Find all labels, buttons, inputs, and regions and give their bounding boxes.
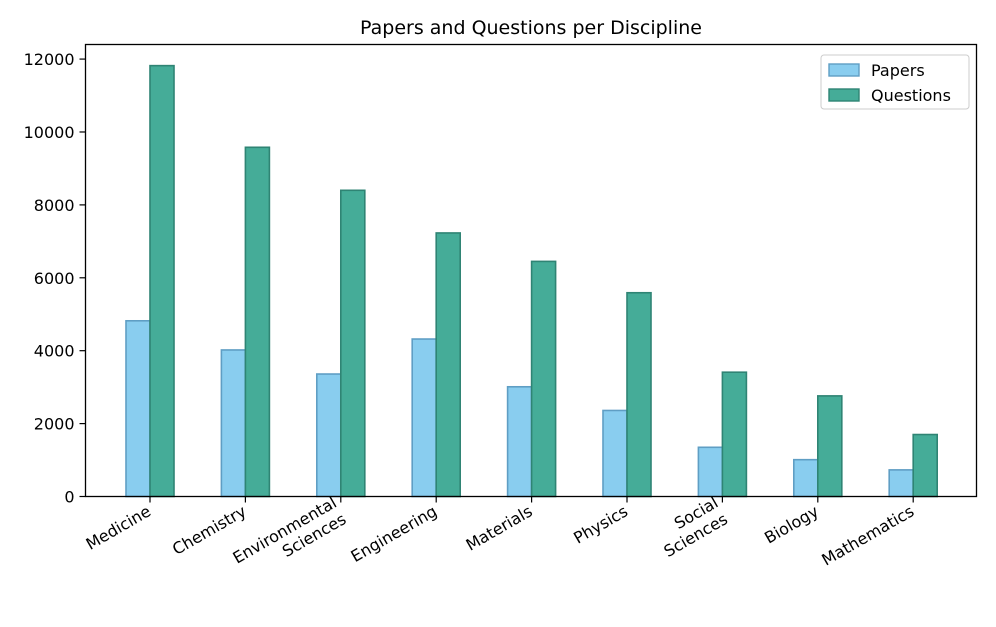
x-tick-label-line: Biology bbox=[761, 502, 822, 548]
bar-papers-8 bbox=[888, 469, 915, 498]
x-tick-label-line: Medicine bbox=[83, 502, 154, 554]
bar-questions-1 bbox=[244, 146, 271, 498]
y-tick-label-6: 12000 bbox=[24, 50, 75, 69]
x-tick-label-line: Mathematics bbox=[818, 502, 917, 570]
y-tick-label-5: 10000 bbox=[24, 123, 75, 142]
title-layer: Papers and Questions per Discipline bbox=[360, 17, 702, 39]
y-tick-label-2: 4000 bbox=[34, 342, 75, 361]
legend-swatch-questions bbox=[828, 88, 860, 102]
legend-swatch-papers bbox=[828, 63, 860, 77]
y-tick-label-1: 2000 bbox=[34, 415, 75, 434]
x-tick-label-0: Medicine bbox=[83, 502, 154, 554]
bar-papers-2 bbox=[315, 373, 342, 498]
bar-questions-5 bbox=[626, 291, 652, 498]
x-tick-label-line: Engineering bbox=[348, 502, 441, 566]
x-tick-label-4: Materials bbox=[463, 502, 536, 555]
bars-layer bbox=[125, 64, 939, 498]
x-tick-label-line: Materials bbox=[463, 502, 536, 555]
x-tick-label-3: Engineering bbox=[348, 502, 441, 566]
legend-label-questions: Questions bbox=[871, 86, 951, 105]
bar-questions-8 bbox=[912, 433, 939, 498]
bar-questions-4 bbox=[530, 260, 557, 498]
bar-questions-6 bbox=[721, 371, 748, 498]
bar-papers-3 bbox=[411, 338, 438, 498]
y-tick-label-4: 8000 bbox=[34, 196, 75, 215]
legend: Papers Questions bbox=[820, 54, 970, 110]
bar-questions-0 bbox=[149, 64, 175, 498]
bar-papers-5 bbox=[602, 409, 628, 498]
bar-questions-3 bbox=[435, 232, 462, 498]
y-tick-label-3: 6000 bbox=[34, 269, 75, 288]
legend-label-papers: Papers bbox=[871, 61, 925, 80]
x-tick-label-7: Biology bbox=[761, 502, 822, 548]
bar-papers-4 bbox=[506, 385, 533, 498]
chart-title: Papers and Questions per Discipline bbox=[360, 17, 702, 39]
bar-questions-7 bbox=[816, 395, 843, 498]
bar-papers-7 bbox=[792, 458, 819, 498]
x-tick-label-8: Mathematics bbox=[818, 502, 917, 570]
x-tick-label-line: Physics bbox=[570, 502, 631, 548]
bar-papers-0 bbox=[125, 319, 151, 498]
bar-questions-2 bbox=[339, 189, 366, 498]
bar-papers-1 bbox=[220, 349, 247, 498]
x-tick-label-5: Physics bbox=[570, 502, 631, 548]
y-tick-label-0: 0 bbox=[64, 488, 74, 507]
bar-papers-6 bbox=[697, 446, 724, 498]
